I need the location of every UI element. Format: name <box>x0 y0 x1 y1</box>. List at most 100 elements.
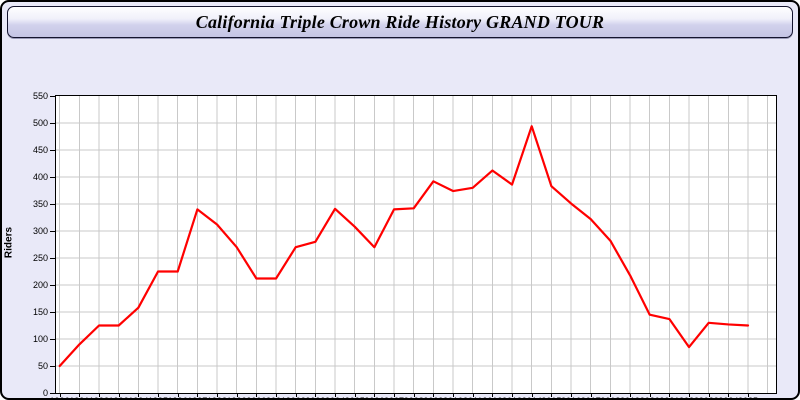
page-title: California Triple Crown Ride History GRA… <box>195 11 605 32</box>
x-tick-mark <box>295 393 297 397</box>
y-tick-label: 350 <box>32 199 48 209</box>
x-tick-label: 2022 <box>674 396 704 398</box>
x-tick-mark <box>590 393 592 397</box>
x-tick-mark <box>217 393 219 397</box>
x-tick-label: 2014 <box>517 396 547 398</box>
y-tick-mark <box>50 231 55 232</box>
x-tick-label: 2000 <box>241 396 271 398</box>
x-tick-mark <box>79 393 81 397</box>
x-tick-label: 1996 <box>163 396 193 398</box>
y-tick-mark <box>50 285 55 286</box>
x-tick-mark <box>531 393 533 397</box>
x-tick-label: 2017 <box>576 396 606 398</box>
x-tick-mark <box>99 393 101 397</box>
x-tick-label: 1997 <box>182 396 212 398</box>
y-tick-label: 300 <box>32 226 48 236</box>
x-tick-label: 1995 <box>143 396 173 398</box>
x-tick-label: 2001 <box>261 396 291 398</box>
x-tick-mark <box>472 393 474 397</box>
x-tick-mark <box>276 393 278 397</box>
x-tick-mark <box>492 393 494 397</box>
x-tick-mark <box>315 393 317 397</box>
x-tick-mark <box>59 393 61 397</box>
y-tick-label: 100 <box>32 334 48 344</box>
x-tick-mark <box>433 393 435 397</box>
x-tick-mark <box>177 393 179 397</box>
y-tick-label: 400 <box>32 172 48 182</box>
x-tick-label: 2005 <box>340 396 370 398</box>
y-tick-mark <box>50 123 55 124</box>
y-tick-label: 250 <box>32 253 48 263</box>
x-tick-label: 2020 <box>635 396 665 398</box>
x-tick-mark <box>413 393 415 397</box>
x-tick-mark <box>551 393 553 397</box>
ride-history-line <box>58 125 750 368</box>
x-tick-mark <box>669 393 671 397</box>
y-tick-mark <box>50 366 55 367</box>
y-tick-mark <box>50 96 55 97</box>
x-tick-mark <box>610 393 612 397</box>
x-tick-mark <box>728 393 730 397</box>
x-tick-mark <box>748 393 750 397</box>
x-tick-label: 1991 <box>64 396 94 398</box>
x-tick-mark <box>394 393 396 397</box>
x-tick-mark <box>453 393 455 397</box>
x-tick-label: 1990 <box>45 396 75 398</box>
title-bar: California Triple Crown Ride History GRA… <box>7 6 793 38</box>
x-tick-label: 2019 <box>615 396 645 398</box>
plot-area <box>55 95 777 394</box>
x-tick-mark <box>630 393 632 397</box>
x-tick-label: 2008 <box>399 396 429 398</box>
x-tick-label: 2010 <box>438 396 468 398</box>
x-tick-label: 2011 <box>458 396 488 398</box>
y-tick-mark <box>50 150 55 151</box>
y-tick-mark <box>50 258 55 259</box>
x-tick-mark <box>118 393 120 397</box>
y-tick-mark <box>50 204 55 205</box>
x-tick-label: 2016 <box>556 396 586 398</box>
x-tick-mark <box>197 393 199 397</box>
y-tick-label: 500 <box>32 118 48 128</box>
y-tick-mark <box>50 339 55 340</box>
x-tick-label: 1992 <box>84 396 114 398</box>
y-tick-label: 50 <box>37 361 48 371</box>
y-tick-label: 550 <box>32 91 48 101</box>
x-tick-mark <box>571 393 573 397</box>
x-tick-mark <box>708 393 710 397</box>
x-tick-mark <box>374 393 376 397</box>
x-tick-mark <box>649 393 651 397</box>
line-chart-canvas <box>56 96 776 393</box>
x-tick-label: 2025 <box>733 396 763 398</box>
x-tick-label: 2009 <box>418 396 448 398</box>
x-tick-label: 2024 <box>713 396 743 398</box>
x-tick-label: 2007 <box>379 396 409 398</box>
x-tick-mark <box>335 393 337 397</box>
x-tick-label: 1999 <box>222 396 252 398</box>
x-tick-mark <box>158 393 160 397</box>
x-tick-label: 2004 <box>320 396 350 398</box>
x-tick-label: 2015 <box>536 396 566 398</box>
x-tick-label: 1994 <box>123 396 153 398</box>
x-tick-label: 1998 <box>202 396 232 398</box>
y-tick-mark <box>50 177 55 178</box>
x-tick-label: 2013 <box>497 396 527 398</box>
x-tick-mark <box>138 393 140 397</box>
y-tick-mark <box>50 312 55 313</box>
x-tick-label: 2003 <box>300 396 330 398</box>
y-tick-mark <box>50 393 55 394</box>
y-tick-label: 150 <box>32 307 48 317</box>
x-tick-label: 2012 <box>477 396 507 398</box>
x-tick-mark <box>354 393 356 397</box>
x-tick-mark <box>256 393 258 397</box>
x-tick-mark <box>236 393 238 397</box>
x-tick-label: 2006 <box>359 396 389 398</box>
ride-history-chart: Riders 0 50 100 150 200 250 300 350 400 450 500 550… <box>2 38 798 398</box>
x-tick-mark <box>512 393 514 397</box>
x-tick-label: 2021 <box>654 396 684 398</box>
y-tick-label: 0 <box>42 388 48 398</box>
x-tick-mark <box>689 393 691 397</box>
x-tick-label: 2023 <box>694 396 724 398</box>
y-tick-label: 200 <box>32 280 48 290</box>
